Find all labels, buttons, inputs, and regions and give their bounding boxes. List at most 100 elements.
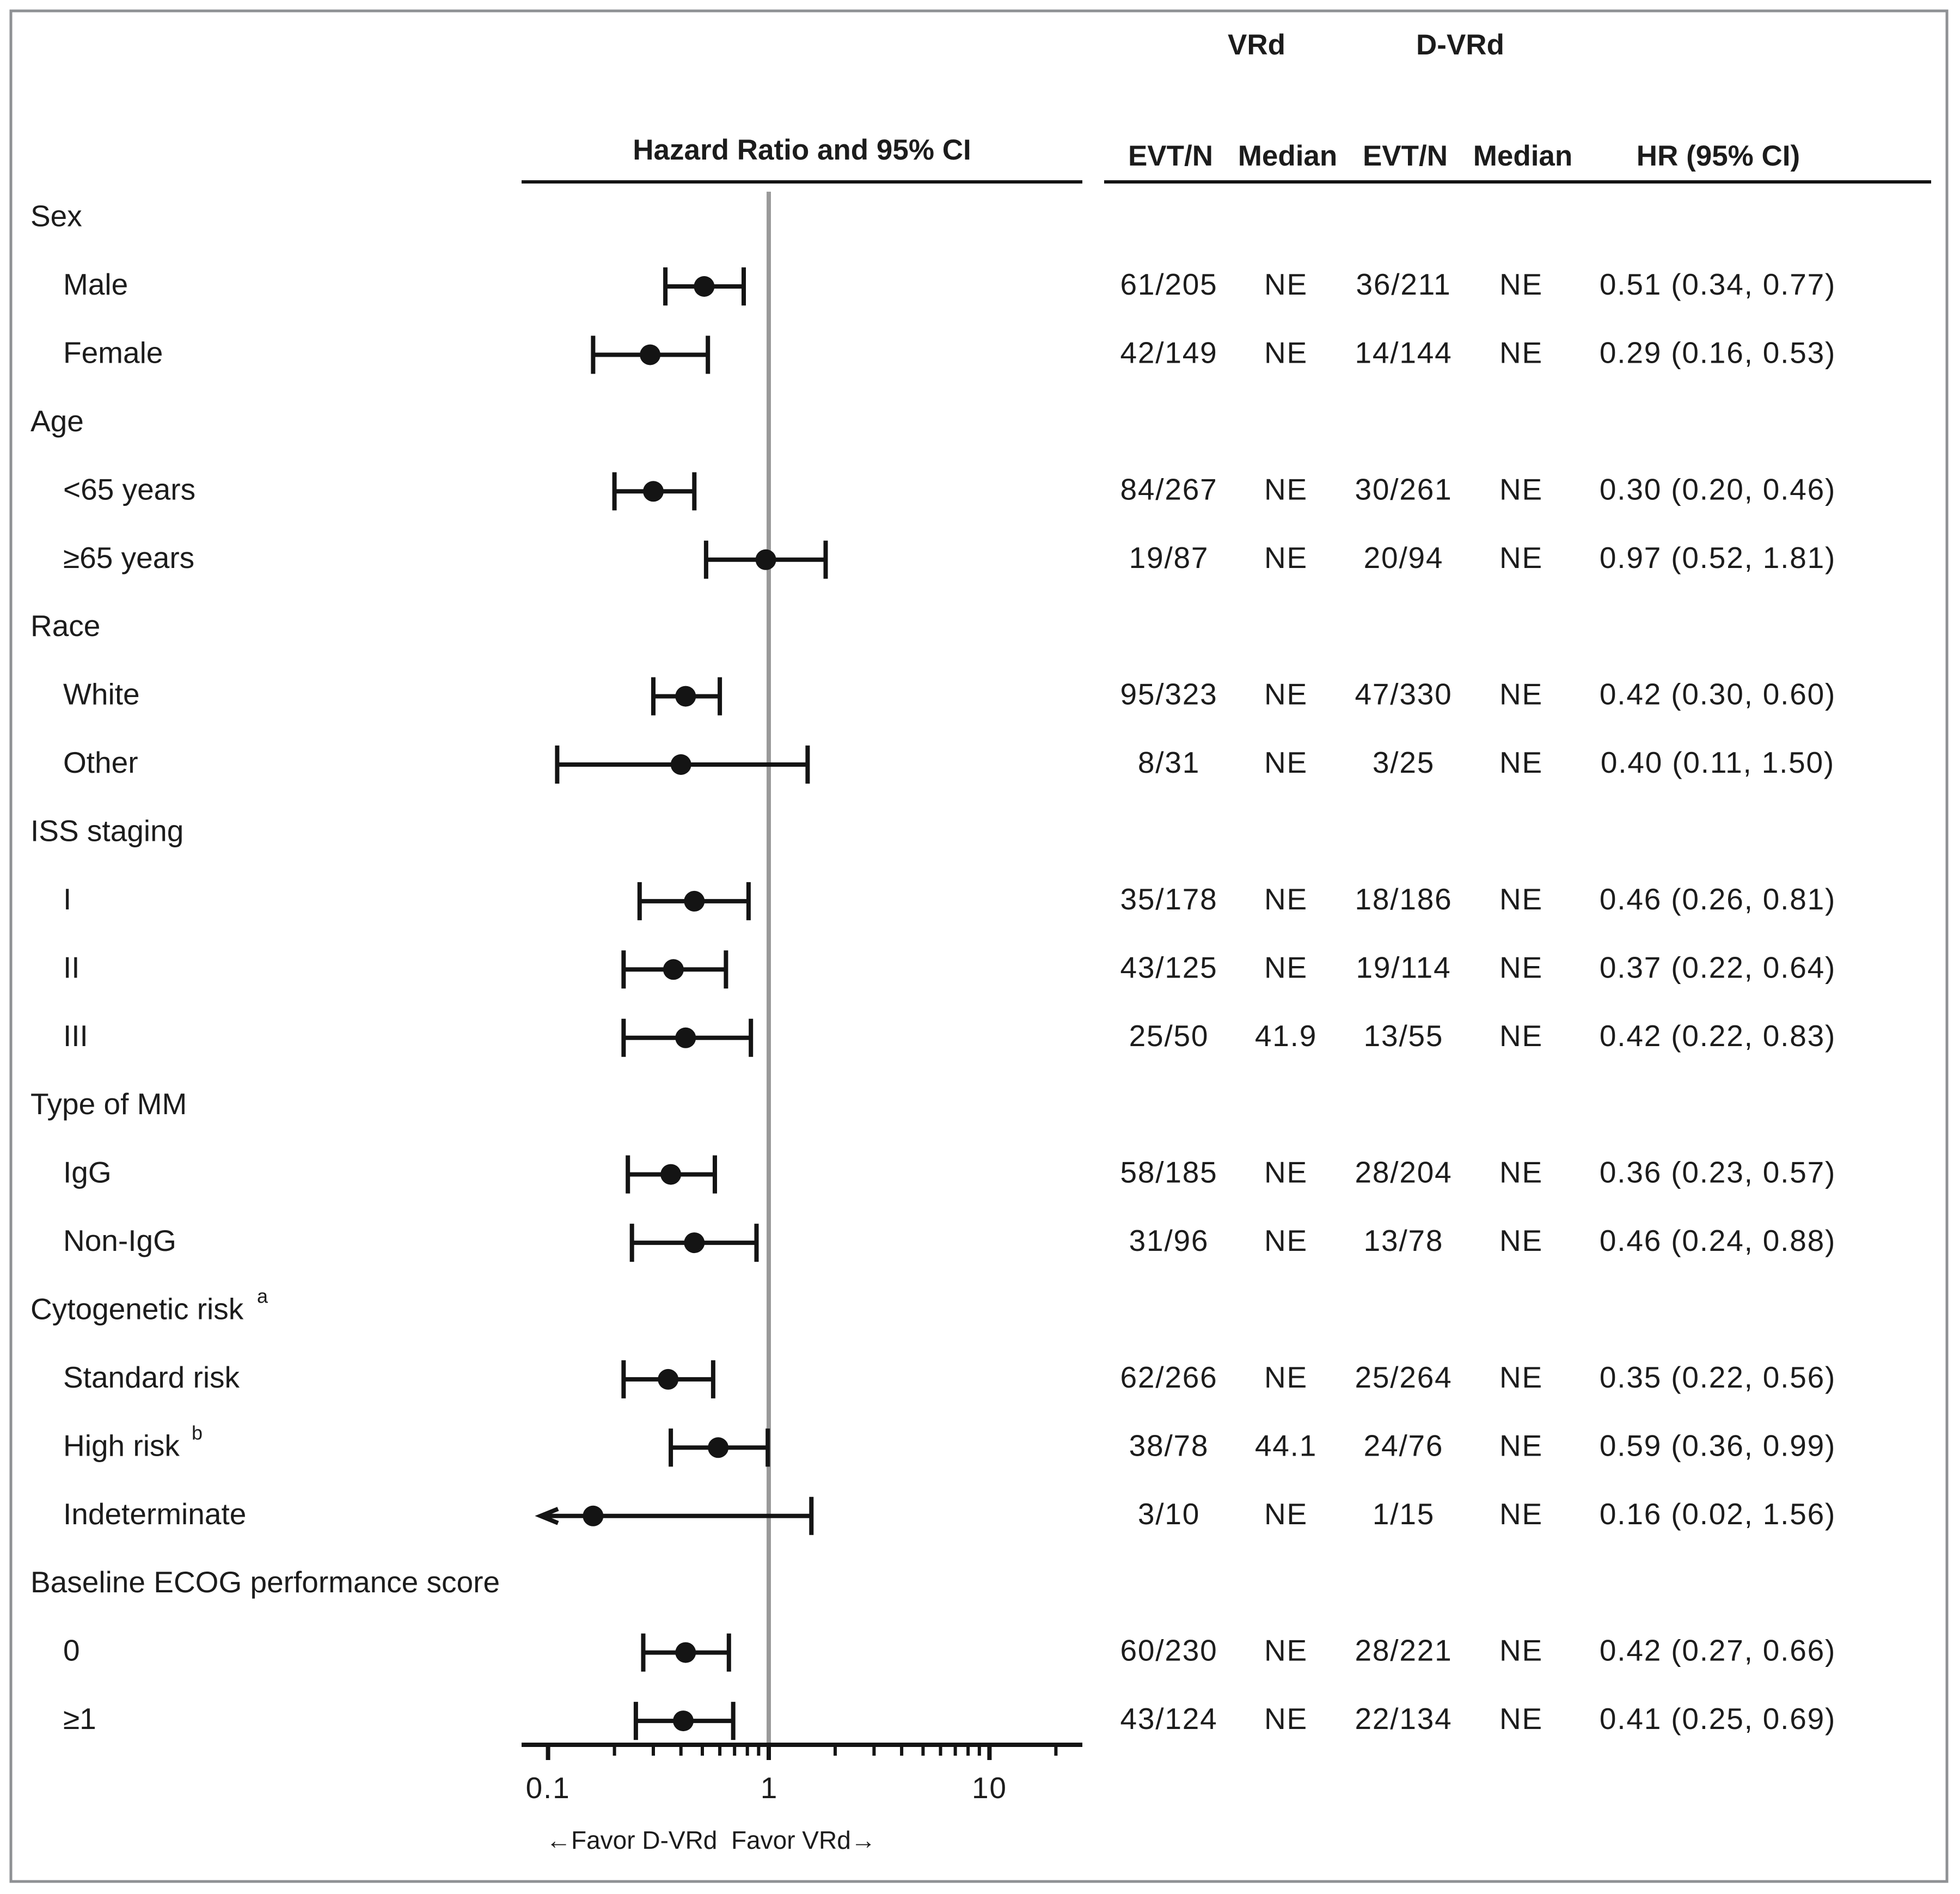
svg-text:NE: NE <box>1499 472 1543 506</box>
svg-text:NE: NE <box>1499 1224 1543 1257</box>
svg-text:47/330: 47/330 <box>1355 677 1452 711</box>
svg-text:NE: NE <box>1264 677 1308 711</box>
svg-text:1/15: 1/15 <box>1373 1497 1435 1531</box>
svg-text:36/211: 36/211 <box>1356 267 1451 301</box>
svg-text:Non-IgG: Non-IgG <box>63 1224 176 1257</box>
svg-text:NE: NE <box>1499 1360 1543 1394</box>
svg-text:0.51 (0.34, 0.77): 0.51 (0.34, 0.77) <box>1600 267 1836 301</box>
svg-text:NE: NE <box>1499 1702 1543 1736</box>
svg-text:0.59 (0.36, 0.99): 0.59 (0.36, 0.99) <box>1600 1428 1836 1462</box>
svg-text:0.29 (0.16, 0.53): 0.29 (0.16, 0.53) <box>1600 336 1836 370</box>
svg-text:VRd: VRd <box>1228 29 1285 61</box>
svg-text:31/96: 31/96 <box>1129 1224 1209 1257</box>
svg-text:II: II <box>63 950 80 984</box>
svg-text:0.42 (0.27, 0.66): 0.42 (0.27, 0.66) <box>1600 1634 1836 1667</box>
svg-text:Hazard Ratio and 95% CI: Hazard Ratio and 95% CI <box>633 134 971 166</box>
svg-text:13/55: 13/55 <box>1364 1019 1444 1053</box>
svg-text:Median: Median <box>1473 140 1573 172</box>
svg-text:61/205: 61/205 <box>1120 267 1217 301</box>
svg-text:NE: NE <box>1499 541 1543 575</box>
svg-text:NE: NE <box>1264 1360 1308 1394</box>
svg-text:NE: NE <box>1264 1224 1308 1257</box>
svg-text:8/31: 8/31 <box>1138 746 1200 779</box>
svg-text:<65 years: <65 years <box>63 472 195 506</box>
svg-text:0.30 (0.20, 0.46): 0.30 (0.20, 0.46) <box>1600 472 1836 506</box>
svg-text:NE: NE <box>1264 336 1308 370</box>
svg-text:0.35 (0.22, 0.56): 0.35 (0.22, 0.56) <box>1600 1360 1836 1394</box>
svg-text:III: III <box>63 1019 88 1053</box>
svg-text:b: b <box>192 1421 203 1444</box>
svg-text:NE: NE <box>1264 882 1308 916</box>
svg-text:NE: NE <box>1499 1428 1543 1462</box>
svg-text:0: 0 <box>63 1634 80 1667</box>
svg-text:Indeterminate: Indeterminate <box>63 1497 246 1531</box>
svg-text:NE: NE <box>1499 1634 1543 1667</box>
svg-text:41.9: 41.9 <box>1255 1019 1317 1053</box>
svg-text:Cytogenetic risk: Cytogenetic risk <box>30 1292 244 1326</box>
svg-text:13/78: 13/78 <box>1364 1224 1444 1257</box>
svg-text:≥65 years: ≥65 years <box>63 541 194 575</box>
svg-text:NE: NE <box>1499 1019 1543 1053</box>
svg-text:1: 1 <box>761 1771 777 1805</box>
svg-text:19/87: 19/87 <box>1129 541 1209 575</box>
svg-text:0.97 (0.52, 1.81): 0.97 (0.52, 1.81) <box>1600 541 1836 575</box>
svg-text:NE: NE <box>1264 746 1308 779</box>
svg-text:EVT/N: EVT/N <box>1128 140 1213 172</box>
svg-text:NE: NE <box>1264 1497 1308 1531</box>
svg-text:0.41 (0.25, 0.69): 0.41 (0.25, 0.69) <box>1600 1702 1836 1736</box>
svg-text:10: 10 <box>972 1771 1007 1805</box>
svg-text:NE: NE <box>1264 472 1308 506</box>
svg-text:NE: NE <box>1499 677 1543 711</box>
svg-text:Female: Female <box>63 336 163 370</box>
svg-text:0.42 (0.22, 0.83): 0.42 (0.22, 0.83) <box>1600 1019 1836 1053</box>
svg-text:42/149: 42/149 <box>1120 336 1217 370</box>
svg-text:22/134: 22/134 <box>1355 1702 1452 1736</box>
svg-text:43/124: 43/124 <box>1120 1702 1217 1736</box>
svg-text:0.46 (0.26, 0.81): 0.46 (0.26, 0.81) <box>1600 882 1836 916</box>
svg-text:38/78: 38/78 <box>1129 1428 1209 1462</box>
svg-text:0.1: 0.1 <box>526 1771 571 1805</box>
svg-text:NE: NE <box>1499 882 1543 916</box>
svg-text:28/221: 28/221 <box>1355 1634 1452 1667</box>
svg-text:44.1: 44.1 <box>1255 1428 1317 1462</box>
svg-text:White: White <box>63 677 140 711</box>
svg-text:Age: Age <box>30 404 84 438</box>
svg-text:←Favor D-VRd Favor VRd→: ←Favor D-VRd Favor VRd→ <box>546 1826 876 1854</box>
svg-text:19/114: 19/114 <box>1356 950 1451 984</box>
svg-text:3/10: 3/10 <box>1138 1497 1200 1531</box>
svg-text:24/76: 24/76 <box>1364 1428 1444 1462</box>
svg-text:EVT/N: EVT/N <box>1363 140 1448 172</box>
svg-text:ISS staging: ISS staging <box>30 814 183 848</box>
svg-text:≥1: ≥1 <box>63 1702 96 1736</box>
svg-text:NE: NE <box>1264 541 1308 575</box>
svg-text:28/204: 28/204 <box>1355 1156 1452 1189</box>
svg-text:High risk: High risk <box>63 1428 180 1462</box>
svg-text:84/267: 84/267 <box>1120 472 1217 506</box>
svg-text:a: a <box>257 1285 268 1308</box>
svg-text:NE: NE <box>1499 950 1543 984</box>
svg-text:Baseline ECOG performance scor: Baseline ECOG performance score <box>30 1565 500 1599</box>
svg-text:Male: Male <box>63 267 128 301</box>
svg-text:18/186: 18/186 <box>1355 882 1452 916</box>
svg-text:IgG: IgG <box>63 1156 112 1189</box>
svg-text:NE: NE <box>1264 950 1308 984</box>
svg-text:Standard risk: Standard risk <box>63 1360 240 1394</box>
svg-text:NE: NE <box>1499 1156 1543 1189</box>
svg-text:14/144: 14/144 <box>1355 336 1452 370</box>
svg-text:NE: NE <box>1264 1156 1308 1189</box>
svg-text:0.42 (0.30, 0.60): 0.42 (0.30, 0.60) <box>1600 677 1836 711</box>
svg-text:3/25: 3/25 <box>1373 746 1435 779</box>
svg-text:58/185: 58/185 <box>1120 1156 1217 1189</box>
svg-text:NE: NE <box>1499 336 1543 370</box>
svg-text:HR (95% CI): HR (95% CI) <box>1637 140 1800 172</box>
svg-text:NE: NE <box>1264 1634 1308 1667</box>
svg-text:62/266: 62/266 <box>1120 1360 1217 1394</box>
svg-text:35/178: 35/178 <box>1120 882 1217 916</box>
svg-text:Sex: Sex <box>30 199 82 233</box>
svg-text:Type of MM: Type of MM <box>30 1087 187 1121</box>
svg-text:0.36 (0.23, 0.57): 0.36 (0.23, 0.57) <box>1600 1156 1836 1189</box>
svg-text:Race: Race <box>30 609 100 643</box>
svg-text:NE: NE <box>1499 1497 1543 1531</box>
svg-text:D-VRd: D-VRd <box>1416 29 1504 61</box>
svg-text:NE: NE <box>1499 267 1543 301</box>
